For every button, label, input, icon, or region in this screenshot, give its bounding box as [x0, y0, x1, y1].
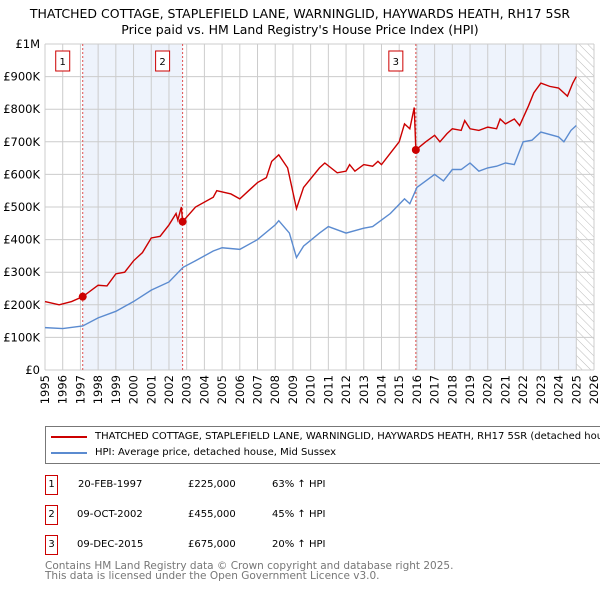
legend: THATCHED COTTAGE, STAPLEFIELD LANE, WARN… — [45, 426, 600, 464]
x-tick-label: 2018 — [445, 375, 459, 404]
footer-copyright: Contains HM Land Registry data © Crown c… — [45, 560, 454, 572]
x-tick-label: 2006 — [233, 375, 247, 404]
x-tick-label: 2014 — [374, 375, 388, 404]
x-tick-label: 2013 — [357, 375, 371, 404]
price-paid-line — [44, 76, 577, 306]
x-tick-label: 2026 — [587, 375, 600, 404]
x-tick-label: 2003 — [180, 375, 194, 404]
x-tick-label: 2002 — [162, 375, 176, 404]
x-tick-label: 2007 — [251, 375, 265, 404]
y-tick-label: £300K — [3, 265, 40, 279]
sale-point — [78, 292, 87, 301]
transaction-date: 09-DEC-2015 — [77, 539, 144, 550]
y-tick-label: £500K — [3, 200, 40, 214]
x-tick-label: 2021 — [498, 375, 512, 404]
legend-item-hpi: HPI: Average price, detached house, Mid … — [51, 447, 336, 458]
x-tick-label: 2010 — [304, 375, 318, 404]
price-chart: 1995 1996 1997 1998 1999 2000 2001 2002 2003 2004… — [3, 37, 600, 404]
transaction-number: 1 — [45, 475, 58, 495]
y-tick-label: £700K — [3, 135, 40, 149]
x-tick-label: 2022 — [516, 375, 530, 404]
x-tick-label: 2019 — [463, 375, 477, 404]
legend-item-property: THATCHED COTTAGE, STAPLEFIELD LANE, WARN… — [51, 431, 600, 442]
sale-label-box — [155, 50, 171, 72]
x-tick-label: 2009 — [286, 375, 300, 404]
footer-licence: This data is licensed under the Open Gov… — [45, 570, 380, 582]
x-tick-label: 2000 — [127, 375, 141, 404]
x-tick-label: 2020 — [481, 375, 495, 404]
transaction-hpi: 63% ↑ HPI — [272, 479, 326, 490]
x-tick-label: 2011 — [321, 375, 335, 404]
legend-label-property: THATCHED COTTAGE, STAPLEFIELD LANE, WARN… — [95, 431, 600, 442]
transaction-price: £675,000 — [188, 539, 236, 550]
x-tick-label: 2016 — [410, 375, 424, 404]
transaction-number: 2 — [45, 505, 58, 525]
chart-subtitle: Price paid vs. HM Land Registry's House … — [121, 22, 479, 37]
legend-swatch-red — [51, 435, 87, 438]
y-tick-label: £100K — [3, 330, 40, 344]
x-tick-label: 2024 — [552, 375, 566, 404]
transaction-number: 3 — [45, 535, 58, 555]
x-tick-label: 2023 — [534, 375, 548, 404]
y-tick-label: £400K — [3, 233, 40, 247]
x-tick-label: 2001 — [144, 375, 158, 404]
chart-title: THATCHED COTTAGE, STAPLEFIELD LANE, WARN… — [29, 6, 571, 21]
x-tick-label: 1995 — [38, 375, 52, 404]
sale-point — [411, 145, 420, 154]
transaction-date: 20-FEB-1997 — [78, 479, 143, 490]
y-tick-label: £900K — [3, 70, 40, 84]
x-tick-label: 2008 — [268, 375, 282, 404]
legend-label-hpi: HPI: Average price, detached house, Mid … — [95, 447, 337, 458]
x-tick-label: 2012 — [339, 375, 353, 404]
x-tick-label: 2025 — [569, 375, 583, 404]
sale-label-box — [55, 50, 71, 72]
hpi-line — [44, 124, 577, 330]
y-tick-label: £200K — [3, 298, 40, 312]
x-tick-label: 2017 — [428, 375, 442, 404]
transaction-date: 09-OCT-2002 — [77, 509, 143, 520]
x-tick-label: 1997 — [73, 375, 87, 404]
y-tick-label: £1M — [15, 37, 40, 51]
transaction-price: £455,000 — [188, 509, 236, 520]
x-tick-label: 1998 — [91, 375, 105, 404]
x-tick-label: 2005 — [215, 375, 229, 404]
sale-label: 1 — [60, 57, 66, 68]
y-tick-label: £600K — [3, 167, 40, 181]
transaction-hpi: 20% ↑ HPI — [272, 539, 326, 550]
sale-label: 3 — [393, 57, 399, 68]
x-tick-label: 2004 — [197, 375, 211, 404]
y-tick-label: £800K — [3, 102, 40, 116]
sale-point — [178, 217, 187, 226]
transaction-hpi: 45% ↑ HPI — [272, 509, 326, 520]
transaction-price: £225,000 — [188, 479, 236, 490]
x-tick-label: 1996 — [56, 375, 70, 404]
sale-label-box — [388, 50, 404, 72]
sale-label: 2 — [159, 57, 165, 68]
legend-swatch-blue — [51, 451, 87, 454]
x-tick-label: 2015 — [392, 375, 406, 404]
y-tick-label: £0 — [25, 363, 40, 377]
x-tick-label: 1999 — [109, 375, 123, 404]
